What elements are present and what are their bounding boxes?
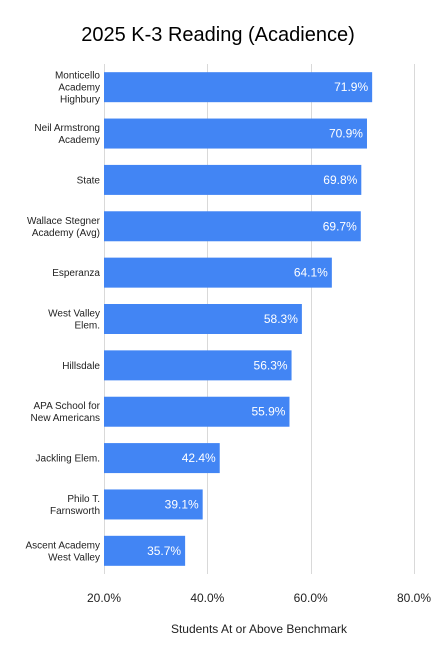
x-axis-title: Students At or Above Benchmark <box>171 622 348 636</box>
data-label: 56.3% <box>254 358 288 372</box>
category-label: Esperanza <box>52 268 100 279</box>
category-label: Philo T. Farnsworth <box>50 494 100 517</box>
category-label: APA School for New Americans <box>31 401 101 424</box>
x-tick-label: 80.0% <box>397 591 431 605</box>
chart-title: 2025 K-3 Reading (Acadience) <box>81 24 355 46</box>
x-tick-label: 40.0% <box>190 591 224 605</box>
x-tick-label: 20.0% <box>87 591 121 605</box>
bar <box>104 304 302 334</box>
bar <box>104 211 361 242</box>
data-label: 58.3% <box>264 312 298 326</box>
bar <box>104 489 203 520</box>
data-label: 35.7% <box>147 544 181 558</box>
category-label: Ascent Academy West Valley <box>26 540 100 563</box>
category-label: Neil Armstrong Academy <box>34 123 100 146</box>
data-label: 42.4% <box>182 451 216 465</box>
x-tick-labels: 20.0% 40.0% 60.0% 80.0% <box>87 591 431 605</box>
bar <box>104 535 186 566</box>
data-label: 69.7% <box>323 219 357 233</box>
data-label: 71.9% <box>334 80 368 94</box>
category-label: State <box>77 175 101 186</box>
bar <box>104 350 292 381</box>
bar <box>104 118 367 149</box>
data-label: 39.1% <box>165 497 199 511</box>
bar <box>104 396 290 427</box>
bars <box>104 72 373 566</box>
value-labels: 71.9% 70.9% 69.8% 69.7% 64.1% 58.3% 56.3% 55.9%… <box>147 80 368 558</box>
category-labels: Monticello Academy Highbury Neil Armstrong A… <box>26 71 101 564</box>
category-label: Monticello Academy Highbury <box>55 71 100 106</box>
bar <box>104 443 220 474</box>
category-label: West Valley Elem. <box>48 309 100 332</box>
data-label: 64.1% <box>294 266 328 280</box>
x-tick-label: 60.0% <box>294 591 328 605</box>
data-label: 69.8% <box>323 173 357 187</box>
bar <box>104 72 373 103</box>
category-label: Hillsdale <box>62 361 100 372</box>
category-label: Wallace Stegner Academy (Avg) <box>27 216 101 239</box>
data-label: 70.9% <box>329 127 363 141</box>
category-label: Jackling Elem. <box>36 454 100 465</box>
bar <box>104 164 362 195</box>
data-label: 55.9% <box>251 405 285 419</box>
bar <box>104 257 332 288</box>
